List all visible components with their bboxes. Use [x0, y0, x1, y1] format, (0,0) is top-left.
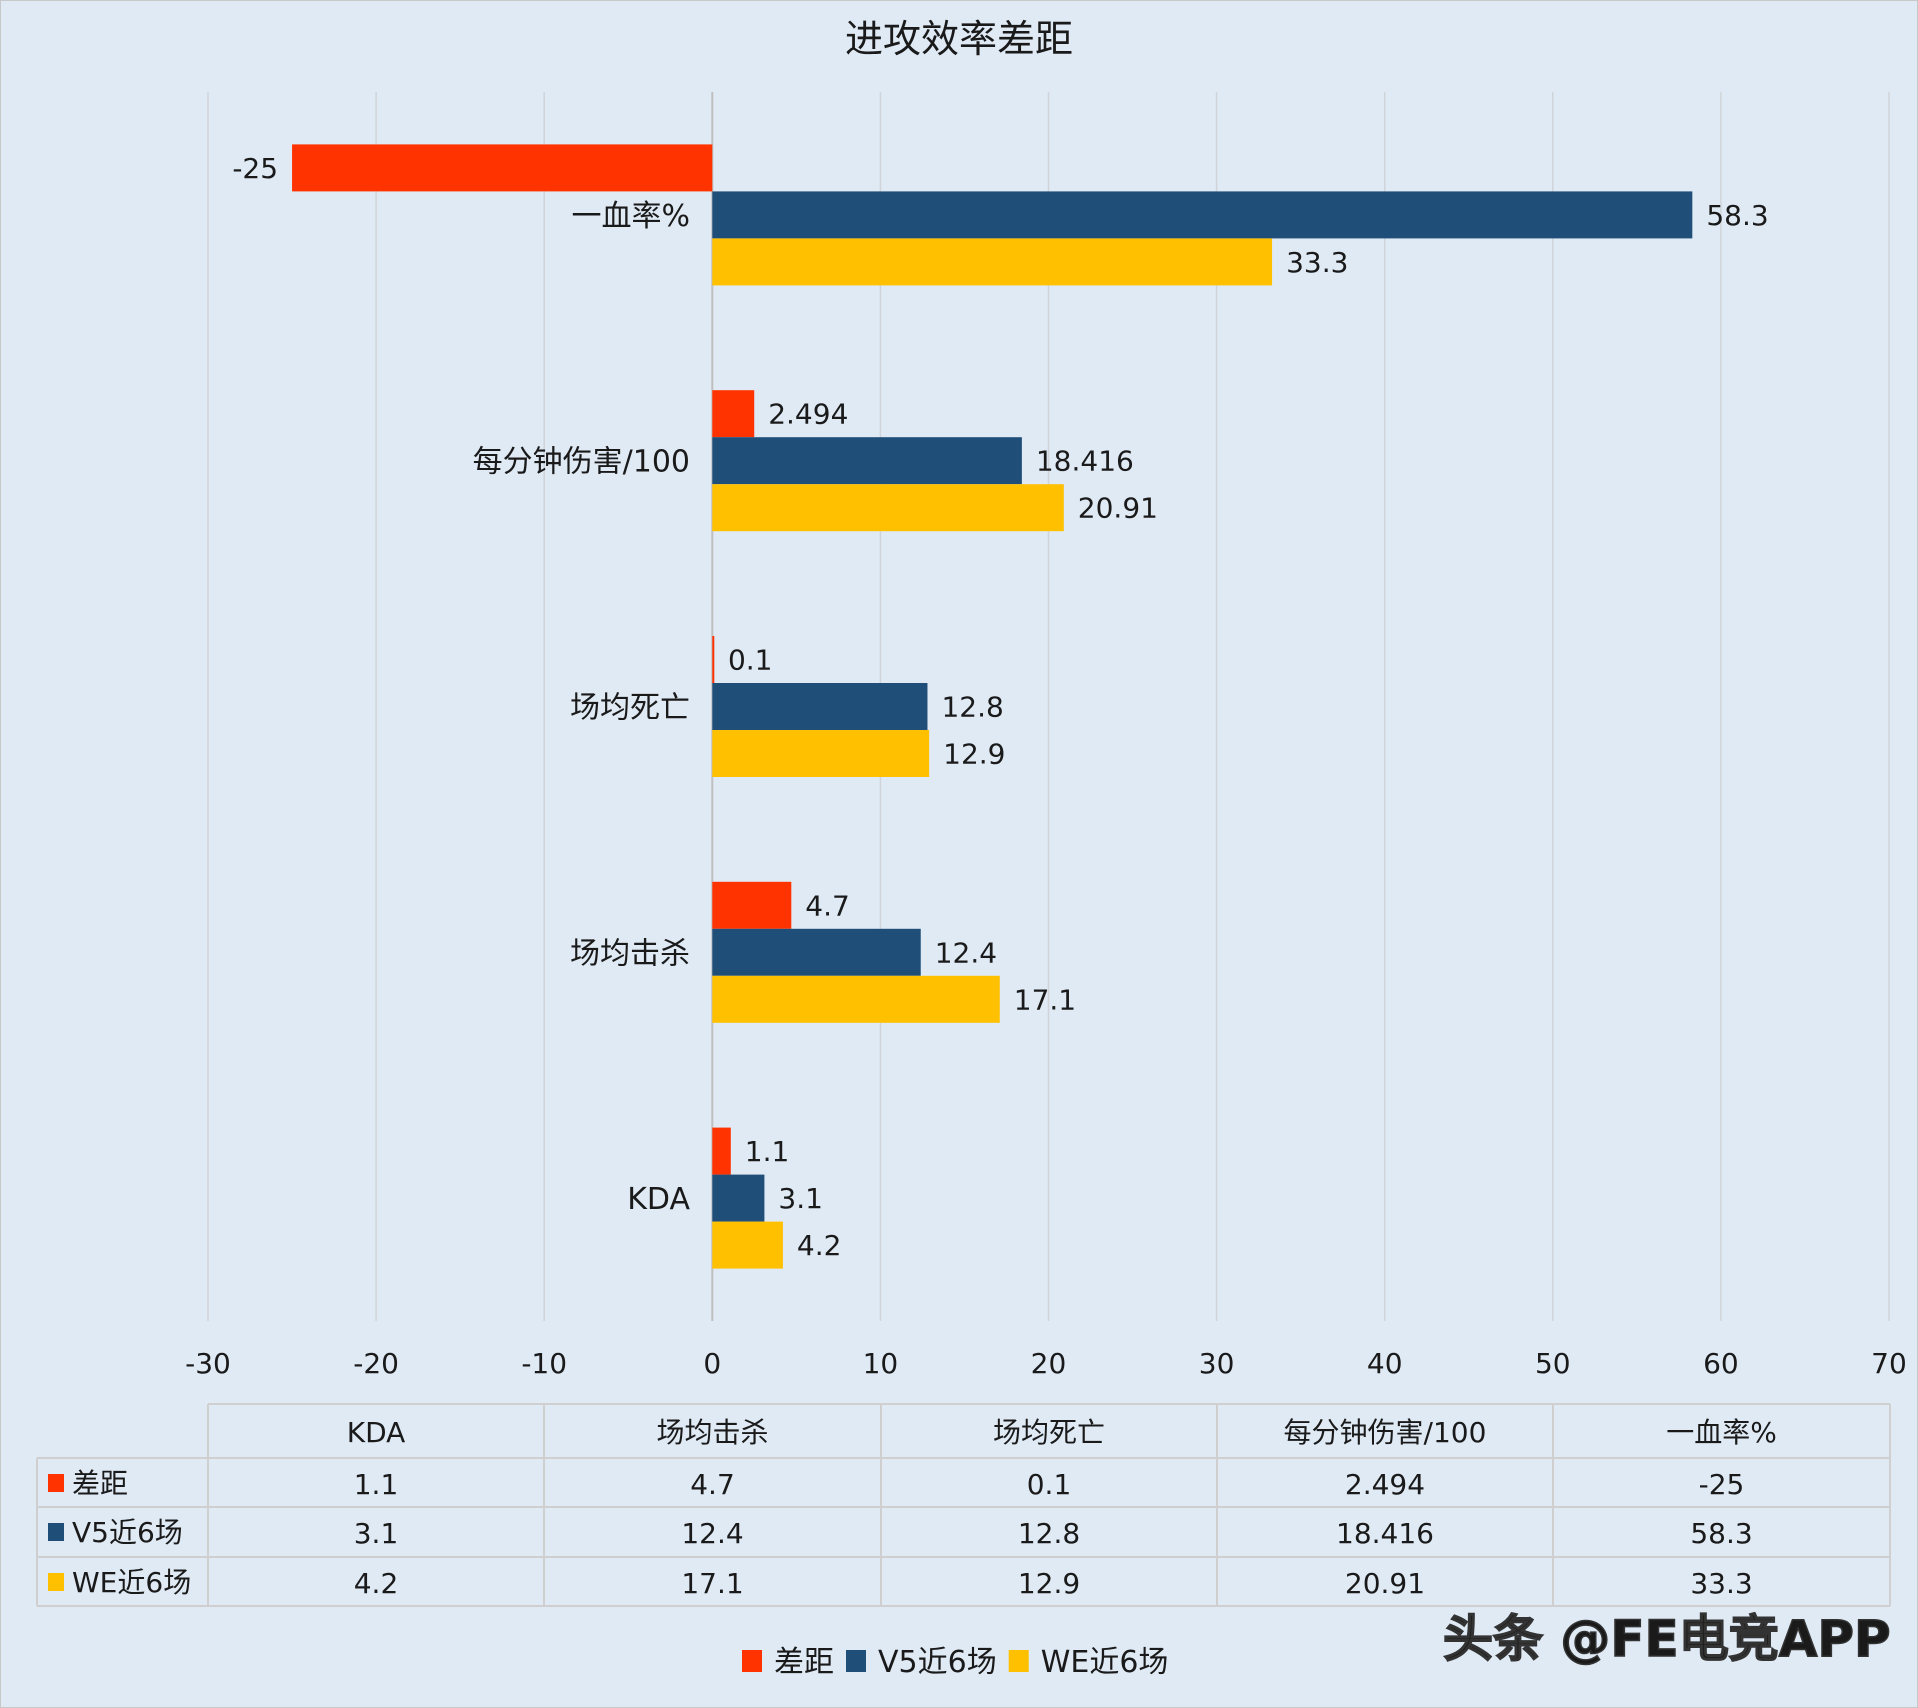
bar — [712, 1174, 765, 1222]
chart-title: 进攻效率差距 — [845, 17, 1073, 61]
data-label: 0.1 — [728, 644, 773, 677]
bar — [712, 928, 921, 976]
data-label: 12.9 — [943, 738, 1005, 771]
table-cell: 2.494 — [1345, 1468, 1425, 1501]
table-cell: 3.1 — [354, 1517, 399, 1550]
table-cell: 20.91 — [1345, 1567, 1425, 1600]
category-label: KDA — [627, 1182, 690, 1217]
bar — [712, 1127, 731, 1175]
data-label: 12.4 — [935, 936, 997, 969]
data-label: 3.1 — [778, 1182, 823, 1215]
x-tick-label: -20 — [353, 1347, 399, 1380]
table-cell: 58.3 — [1690, 1517, 1752, 1550]
bar — [712, 881, 792, 929]
data-label: 18.416 — [1036, 445, 1134, 478]
x-tick-label: -10 — [521, 1347, 567, 1380]
table-header: 每分钟伤害/100 — [1284, 1416, 1487, 1449]
legend-label: V5近6场 — [878, 1645, 997, 1680]
data-label: -25 — [232, 152, 278, 185]
table-cell: 1.1 — [354, 1468, 399, 1501]
category-label: 一血率% — [571, 199, 690, 234]
table-header: KDA — [347, 1416, 406, 1449]
bar — [292, 144, 713, 192]
table-cell: 4.7 — [690, 1468, 735, 1501]
table-cell: 33.3 — [1690, 1567, 1752, 1600]
data-label: 4.7 — [805, 889, 850, 922]
bar — [712, 683, 928, 730]
table-cell: 17.1 — [681, 1567, 743, 1600]
category-label: 每分钟伤害/100 — [473, 445, 690, 480]
table-header: 场均击杀 — [656, 1416, 768, 1449]
bar — [712, 1221, 783, 1269]
table-cell: 18.416 — [1336, 1517, 1434, 1550]
table-legend-key — [48, 1573, 64, 1591]
data-label: 4.2 — [797, 1229, 842, 1262]
legend-label: 差距 — [774, 1645, 834, 1680]
table-row-label: WE近6场 — [72, 1566, 191, 1599]
bar — [712, 437, 1022, 485]
x-tick-label: 20 — [1031, 1347, 1067, 1380]
x-tick-label: -30 — [185, 1347, 231, 1380]
legend-key — [846, 1650, 866, 1672]
table-header: 场均死亡 — [993, 1416, 1105, 1449]
watermark: 头条 @FE电竞APP — [1443, 1610, 1891, 1668]
legend-key — [1008, 1650, 1029, 1672]
x-tick-label: 60 — [1703, 1347, 1739, 1380]
legend-label: WE近6场 — [1041, 1645, 1169, 1680]
table-legend-key — [48, 1474, 64, 1492]
x-tick-label: 10 — [863, 1347, 899, 1380]
table-cell: 12.8 — [1018, 1517, 1080, 1550]
bar — [712, 390, 755, 438]
data-label: 58.3 — [1706, 199, 1768, 232]
table-row-label: 差距 — [72, 1467, 128, 1500]
data-label: 12.8 — [941, 691, 1003, 724]
x-tick-label: 40 — [1367, 1347, 1403, 1380]
table-cell: 0.1 — [1027, 1468, 1072, 1501]
data-label: 20.91 — [1078, 492, 1158, 525]
bar — [712, 484, 1064, 532]
legend-key — [742, 1650, 762, 1672]
table-header: 一血率% — [1666, 1416, 1777, 1449]
table-legend-key — [48, 1523, 64, 1541]
bar — [712, 191, 1693, 239]
data-label: 2.494 — [768, 398, 848, 431]
table-cell: 12.4 — [681, 1517, 743, 1550]
x-tick-label: 30 — [1199, 1347, 1235, 1380]
table-cell: -25 — [1699, 1468, 1745, 1501]
x-tick-label: 50 — [1535, 1347, 1571, 1380]
category-label: 场均击杀 — [570, 936, 690, 971]
data-label: 17.1 — [1014, 983, 1076, 1016]
data-label: 1.1 — [745, 1135, 790, 1168]
x-tick-label: 0 — [703, 1347, 721, 1380]
table-cell: 4.2 — [354, 1567, 399, 1600]
bar — [712, 636, 715, 683]
bar — [712, 975, 1000, 1023]
data-label: 33.3 — [1286, 246, 1348, 279]
bar — [712, 238, 1273, 286]
x-tick-label: 70 — [1871, 1347, 1907, 1380]
table-row-label: V5近6场 — [72, 1516, 183, 1549]
bar — [712, 730, 930, 777]
category-label: 场均死亡 — [570, 691, 690, 726]
table-cell: 12.9 — [1018, 1567, 1080, 1600]
